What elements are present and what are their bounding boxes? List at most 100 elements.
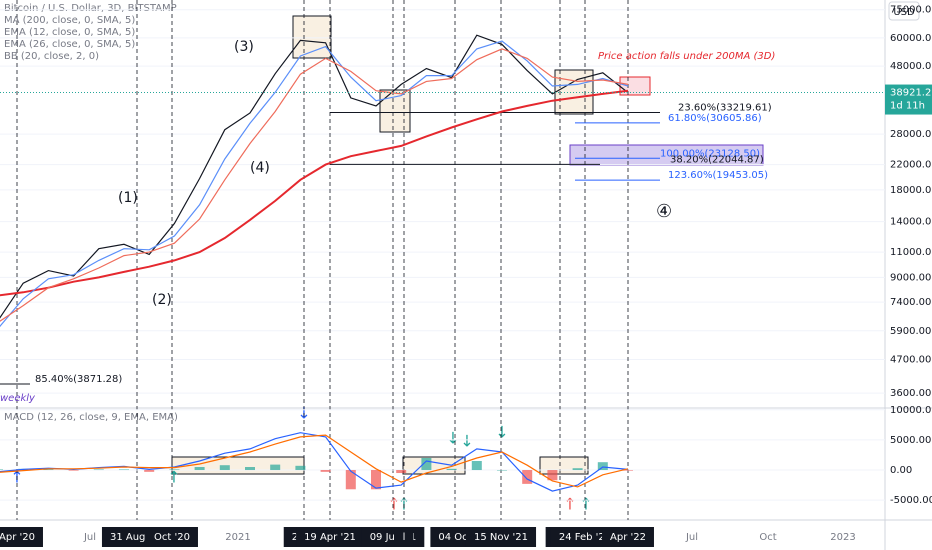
fib-label: 61.80%(30605.86) bbox=[668, 113, 762, 124]
histogram-bar bbox=[497, 470, 507, 471]
histogram-bar bbox=[421, 457, 432, 471]
arrow: ↓ bbox=[495, 423, 508, 442]
indicator-label: EMA (26, close, 0, SMA, 5) bbox=[4, 39, 135, 50]
y-tick-label: 18000.00 bbox=[890, 185, 932, 196]
y-tick-label: 5000.00 bbox=[890, 435, 931, 446]
histogram-bar bbox=[169, 469, 180, 471]
x-tick-box bbox=[0, 527, 43, 547]
y-tick-label: 48000.00 bbox=[890, 61, 932, 72]
y-tick-label: 11000.00 bbox=[890, 247, 932, 258]
y-tick-label: 22000.00 bbox=[890, 160, 932, 171]
arrow: ↑ bbox=[167, 468, 180, 487]
x-tick-label: Apr '22 bbox=[610, 532, 646, 543]
histogram-bar bbox=[245, 467, 255, 471]
annotation: weekly bbox=[0, 393, 36, 404]
arrow: ↑ bbox=[563, 495, 576, 514]
annotation: (3) bbox=[234, 39, 254, 55]
histogram-bar bbox=[597, 462, 608, 471]
histogram-bar bbox=[623, 470, 633, 471]
series-line bbox=[0, 48, 629, 322]
histogram-bar bbox=[119, 469, 129, 471]
histogram-bar bbox=[471, 460, 482, 471]
series-line bbox=[0, 34, 629, 319]
annotation: (4) bbox=[250, 160, 270, 176]
x-tick-label: Jul bbox=[685, 532, 698, 543]
y-tick-label: 4700.00 bbox=[890, 354, 931, 365]
histogram-bar bbox=[270, 464, 281, 471]
x-tick-label: 24 Feb '22 bbox=[559, 532, 611, 543]
fib-label: 23.60%(33219.61) bbox=[678, 103, 772, 114]
x-tick-label: Jul bbox=[83, 532, 96, 543]
indicator-label: EMA (12, close, 0, SMA, 5) bbox=[4, 27, 135, 38]
fib-label: 100.00%(23128.50) bbox=[660, 148, 760, 159]
series-line bbox=[0, 40, 629, 328]
macd-title: MACD (12, 26, close, 9, EMA, EMA) bbox=[4, 412, 178, 423]
histogram-bar bbox=[0, 469, 3, 471]
chart-title: Bitcoin / U.S. Dollar, 3D, BITSTAMP bbox=[4, 3, 177, 14]
histogram-bar bbox=[320, 470, 331, 472]
last-price: 38921.25 bbox=[890, 88, 932, 99]
box bbox=[292, 15, 332, 59]
x-tick-label: 2023 bbox=[830, 532, 855, 543]
series-line bbox=[0, 89, 629, 297]
y-tick-label: 14000.00 bbox=[890, 217, 932, 228]
x-tick-label: 15 Nov '21 bbox=[474, 532, 528, 543]
y-tick-label: 28000.00 bbox=[890, 129, 932, 140]
indicator-label: MA (200, close, 0, SMA, 5) bbox=[4, 15, 135, 26]
x-tick-label: 09 Jul '21 bbox=[370, 532, 417, 543]
currency-badge[interactable] bbox=[888, 1, 920, 21]
annotation: ④ bbox=[656, 201, 672, 222]
y-tick-label: 10000.00 bbox=[890, 405, 932, 416]
annotation: (2) bbox=[152, 292, 172, 308]
x-tick-label: 04 Oct bbox=[438, 532, 471, 543]
fib-label: 38.20%(22044.87) bbox=[670, 154, 764, 165]
y-tick-label: 75000.00 bbox=[890, 5, 932, 16]
x-tick-label: 19 Apr '21 bbox=[304, 532, 356, 543]
annotation: (1) bbox=[118, 190, 138, 206]
y-tick-label: -5000.00 bbox=[890, 495, 932, 506]
histogram-bar bbox=[93, 469, 104, 471]
x-tick-label: Apr '20 bbox=[0, 532, 35, 543]
histogram-bar bbox=[396, 470, 407, 474]
histogram-bar bbox=[194, 467, 205, 471]
x-tick-label: Oct '20 bbox=[154, 532, 190, 543]
annotation: Price action falls under 200MA (3D) bbox=[598, 51, 775, 62]
currency[interactable]: USD bbox=[893, 7, 915, 18]
histogram-bar bbox=[219, 465, 230, 471]
box bbox=[539, 456, 589, 475]
arrow: ↓ bbox=[446, 429, 459, 448]
y-tick-label: 0.00 bbox=[890, 465, 912, 476]
histogram-bar bbox=[522, 470, 533, 484]
countdown: 1d 11h bbox=[890, 101, 925, 112]
x-tick-box bbox=[296, 527, 364, 547]
histogram-bar bbox=[68, 470, 79, 471]
histogram-bar bbox=[345, 470, 356, 490]
x-tick-box bbox=[146, 527, 198, 547]
x-tick-box bbox=[465, 527, 537, 547]
x-tick-box bbox=[394, 527, 414, 547]
histogram-bar bbox=[547, 470, 558, 481]
x-tick-box bbox=[602, 527, 654, 547]
histogram-bar bbox=[43, 469, 54, 471]
series-line bbox=[0, 434, 629, 488]
arrow: ↑ bbox=[387, 495, 400, 514]
histogram-bar bbox=[371, 470, 381, 490]
y-tick-label: 7400.00 bbox=[890, 297, 931, 308]
fib-label: 85.40%(3871.28) bbox=[35, 374, 122, 385]
y-tick-label: 60000.00 bbox=[890, 33, 932, 44]
histogram-bar bbox=[572, 468, 583, 471]
histogram-bar bbox=[446, 468, 457, 471]
y-tick-label: 5900.00 bbox=[890, 326, 931, 337]
x-tick-label: l bbox=[403, 532, 406, 543]
histogram-bar bbox=[295, 465, 306, 471]
histogram-bar bbox=[144, 470, 155, 472]
fib-label: 123.60%(19453.05) bbox=[668, 170, 768, 181]
x-tick-label: Oct bbox=[759, 532, 776, 543]
last-price-box bbox=[885, 84, 932, 115]
y-tick-label: 9000.00 bbox=[890, 272, 931, 283]
arrow: ↑ bbox=[579, 495, 592, 514]
arrow: ↓ bbox=[460, 432, 473, 451]
x-tick-label: 31 Aug '20 bbox=[110, 532, 164, 543]
